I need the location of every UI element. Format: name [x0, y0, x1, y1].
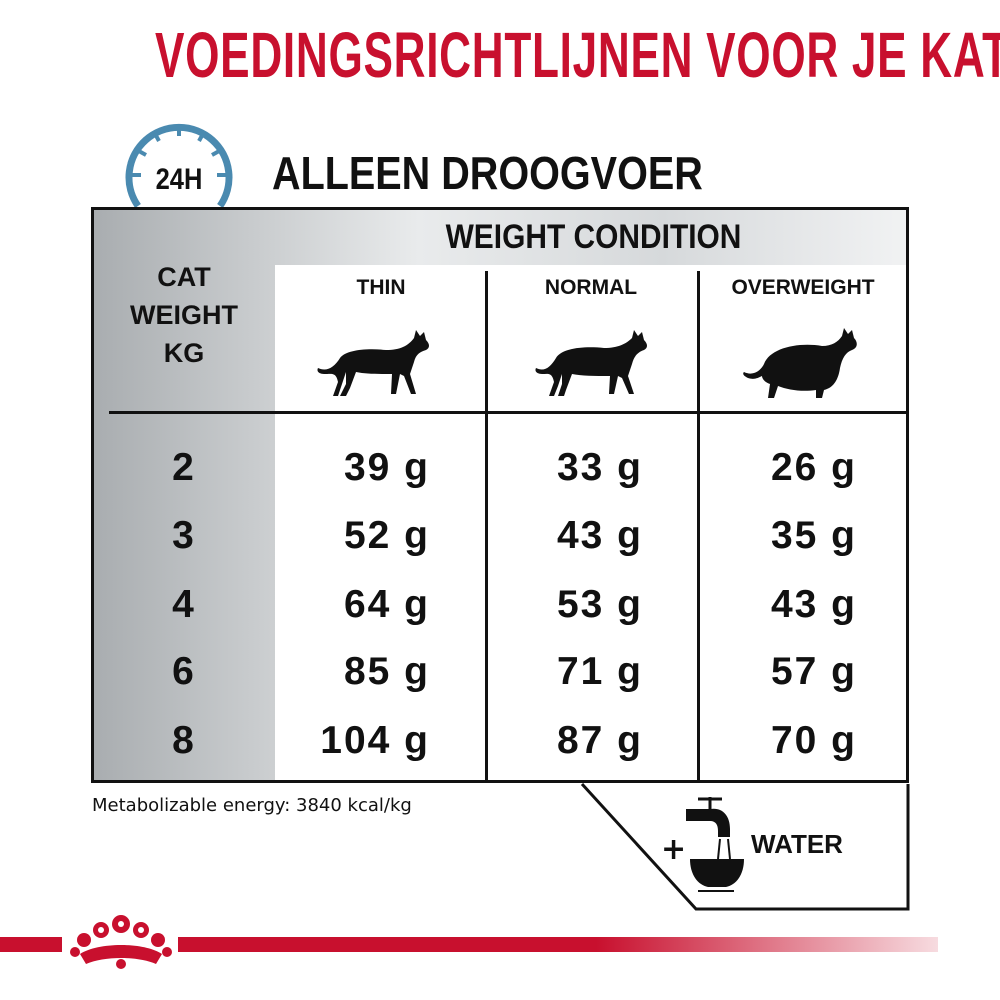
table-row: 2 39 g 33 g 26 g	[94, 446, 906, 506]
cat-weight: 2	[172, 446, 194, 489]
thin-cat-icon	[317, 330, 429, 396]
table-row: 3 52 g 43 g 35 g	[94, 514, 906, 574]
brand-bar-left	[0, 937, 62, 952]
normal-cat-icon	[535, 330, 647, 396]
water-label: WATER	[751, 829, 843, 859]
amount-overweight: 35 g	[770, 514, 857, 557]
amount-overweight: 26 g	[770, 446, 857, 489]
amount-thin: 64 g	[343, 583, 430, 626]
header-divider	[109, 411, 909, 414]
table-row: 6 85 g 71 g 57 g	[94, 650, 906, 710]
cat-weight: 3	[172, 514, 194, 557]
amount-overweight: 43 g	[770, 583, 857, 626]
amount-normal: 71 g	[556, 650, 643, 693]
column-header-overweight: OVERWEIGHT	[731, 276, 875, 299]
amount-normal: 53 g	[556, 583, 643, 626]
column-divider	[697, 271, 700, 780]
weight-condition-header: WEIGHT CONDITION	[445, 218, 742, 256]
water-tap-bowl-icon	[686, 797, 744, 892]
overweight-cat-icon	[743, 328, 857, 398]
energy-note: Metabolizable energy: 3840 kcal/kg	[92, 795, 412, 816]
brand-bar-right	[178, 937, 938, 952]
page-title: VOEDINGSRICHTLIJNEN VOOR JE KAT	[155, 19, 1000, 91]
amount-thin: 85 g	[343, 650, 430, 693]
amount-normal: 33 g	[556, 446, 643, 489]
column-header-normal: NORMAL	[544, 276, 638, 299]
cat-weight: 8	[172, 719, 194, 762]
cat-weight-header: CAT WEIGHT KG	[114, 258, 254, 372]
amount-thin: 104 g	[320, 719, 430, 762]
column-divider	[485, 271, 488, 780]
feeding-table: WEIGHT CONDITION CAT WEIGHT KG THIN NORM…	[91, 207, 909, 783]
amount-normal: 43 g	[556, 514, 643, 557]
cat-weight: 4	[172, 583, 194, 626]
clock-label: 24H	[155, 163, 203, 196]
clock-icon	[125, 123, 233, 208]
amount-overweight: 70 g	[770, 719, 857, 762]
amount-thin: 39 g	[343, 446, 430, 489]
royal-canin-crown-logo	[70, 915, 172, 969]
section-title: ALLEEN DROOGVOER	[272, 147, 703, 199]
amount-overweight: 57 g	[770, 650, 857, 693]
header-line: CAT	[157, 262, 211, 292]
header-line: KG	[163, 338, 205, 368]
amount-normal: 87 g	[556, 719, 643, 762]
cat-weight: 6	[172, 650, 194, 693]
table-row: 8 104 g 87 g 70 g	[94, 719, 906, 779]
table-row: 4 64 g 53 g 43 g	[94, 583, 906, 643]
column-header-thin: THIN	[356, 276, 406, 299]
amount-thin: 52 g	[343, 514, 430, 557]
header-line: WEIGHT	[130, 300, 238, 330]
plus-sign: +	[661, 832, 687, 867]
